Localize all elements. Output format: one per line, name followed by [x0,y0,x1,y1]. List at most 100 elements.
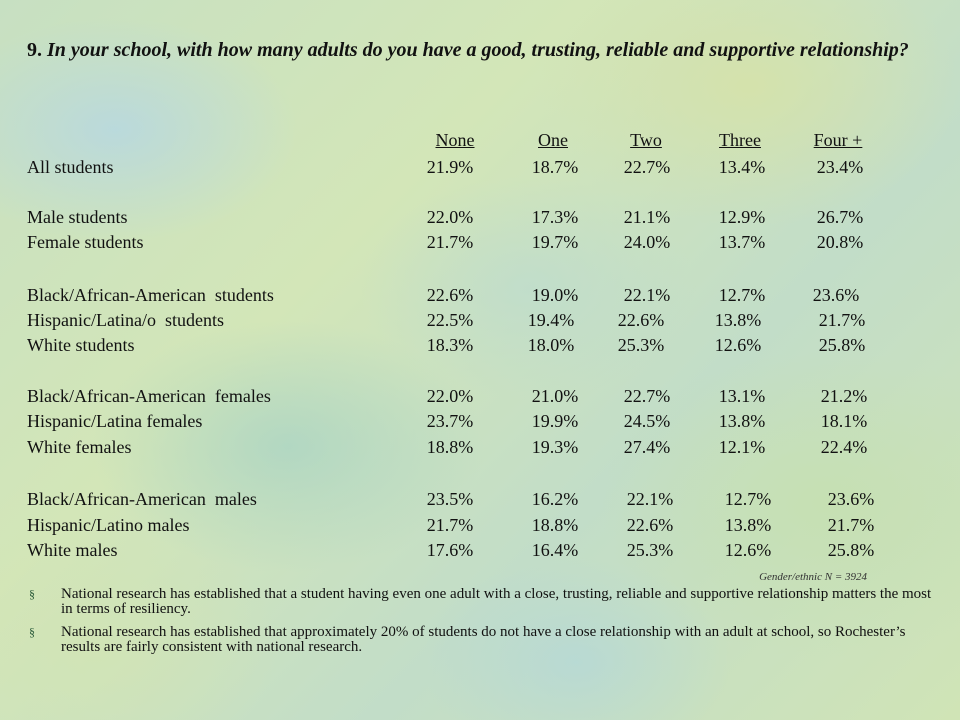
notes-list: § National research has established that… [27,587,937,663]
cell-none: 21.9% [426,157,474,177]
row-label: Hispanic/Latino males [27,515,190,535]
cell-three: 12.1% [718,437,766,457]
row-label: Black/African-American females [27,386,271,406]
column-header-none: None [435,130,475,150]
cell-three: 13.4% [718,157,766,177]
cell-none: 18.8% [426,437,474,457]
cell-two: 25.3% [626,540,674,560]
list-item: § National research has established that… [27,625,937,655]
cell-one: 16.4% [531,540,579,560]
cell-two: 22.6% [617,310,665,330]
cell-two: 22.7% [623,157,671,177]
cell-three: 13.8% [724,515,772,535]
question-text: In your school, with how many adults do … [47,39,909,61]
column-header-two: Two [630,130,662,150]
cell-one: 19.7% [531,232,579,252]
cell-two: 22.1% [626,489,674,509]
cell-four-plus: 21.2% [820,386,868,406]
table-row: White females 18.8% 19.3% 27.4% 12.1% 22… [0,437,960,461]
cell-none: 22.6% [426,285,474,305]
cell-none: 22.0% [426,386,474,406]
row-label: Female students [27,232,144,252]
table-row: White students 18.3% 18.0% 25.3% 12.6% 2… [0,335,960,359]
bullet-marker: § [29,625,35,639]
cell-one: 18.7% [531,157,579,177]
row-label: White females [27,437,132,457]
cell-one: 18.8% [531,515,579,535]
cell-three: 12.7% [718,285,766,305]
row-label: Black/African-American students [27,285,274,305]
question-number: 9. [27,39,42,61]
cell-three: 12.9% [718,207,766,227]
table-row: Black/African-American females 22.0% 21.… [0,386,960,410]
cell-one: 19.9% [531,411,579,431]
cell-none: 18.3% [426,335,474,355]
slide-title: 9. In your school, with how many adults … [27,36,927,64]
cell-three: 12.7% [724,489,772,509]
cell-two: 24.0% [623,232,671,252]
cell-four-plus: 23.6% [812,285,860,305]
cell-none: 21.7% [426,515,474,535]
table-row: All students 21.9% 18.7% 22.7% 13.4% 23.… [0,157,960,181]
column-header-four-plus: Four + [813,130,863,150]
column-header-one: One [538,130,568,150]
cell-four-plus: 25.8% [827,540,875,560]
table-row: Hispanic/Latina/o students 22.5% 19.4% 2… [0,310,960,334]
table-row: Hispanic/Latina females 23.7% 19.9% 24.5… [0,411,960,435]
bullet-text: National research has established that a… [61,586,932,617]
column-header-row: None One Two Three Four + [0,130,960,154]
cell-three: 13.8% [714,310,762,330]
row-label: Male students [27,207,128,227]
cell-four-plus: 26.7% [816,207,864,227]
list-item: § National research has established that… [27,587,937,617]
cell-two: 22.1% [623,285,671,305]
cell-two: 22.7% [623,386,671,406]
cell-none: 23.7% [426,411,474,431]
cell-three: 12.6% [724,540,772,560]
table-row: Hispanic/Latino males 21.7% 18.8% 22.6% … [0,515,960,539]
cell-none: 23.5% [426,489,474,509]
cell-none: 17.6% [426,540,474,560]
cell-three: 12.6% [714,335,762,355]
table-row: White males 17.6% 16.4% 25.3% 12.6% 25.8… [0,540,960,564]
table-row: Black/African-American students 22.6% 19… [0,285,960,309]
table-row: Black/African-American males 23.5% 16.2%… [0,489,960,513]
cell-four-plus: 20.8% [816,232,864,252]
row-label: Black/African-American males [27,489,257,509]
cell-four-plus: 21.7% [827,515,875,535]
cell-four-plus: 22.4% [820,437,868,457]
cell-two: 27.4% [623,437,671,457]
cell-one: 19.4% [527,310,575,330]
cell-two: 25.3% [617,335,665,355]
row-label: White males [27,540,118,560]
cell-one: 21.0% [531,386,579,406]
row-label: All students [27,157,114,177]
cell-one: 16.2% [531,489,579,509]
table-row: Female students 21.7% 19.7% 24.0% 13.7% … [0,232,960,256]
cell-none: 21.7% [426,232,474,252]
cell-one: 19.3% [531,437,579,457]
cell-two: 21.1% [623,207,671,227]
cell-one: 17.3% [531,207,579,227]
sample-size-note: Gender/ethnic N = 3924 [759,571,867,583]
cell-two: 22.6% [626,515,674,535]
cell-four-plus: 23.4% [816,157,864,177]
cell-none: 22.5% [426,310,474,330]
row-label: Hispanic/Latina females [27,411,203,431]
bullet-text: National research has established that a… [61,624,906,655]
cell-three: 13.8% [718,411,766,431]
cell-three: 13.7% [718,232,766,252]
bullet-marker: § [29,587,35,601]
column-header-three: Three [719,130,761,150]
cell-one: 19.0% [531,285,579,305]
row-label: Hispanic/Latina/o students [27,310,224,330]
cell-four-plus: 21.7% [818,310,866,330]
row-label: White students [27,335,135,355]
cell-four-plus: 23.6% [827,489,875,509]
cell-two: 24.5% [623,411,671,431]
cell-three: 13.1% [718,386,766,406]
cell-none: 22.0% [426,207,474,227]
cell-one: 18.0% [527,335,575,355]
cell-four-plus: 18.1% [820,411,868,431]
table-row: Male students 22.0% 17.3% 21.1% 12.9% 26… [0,207,960,231]
